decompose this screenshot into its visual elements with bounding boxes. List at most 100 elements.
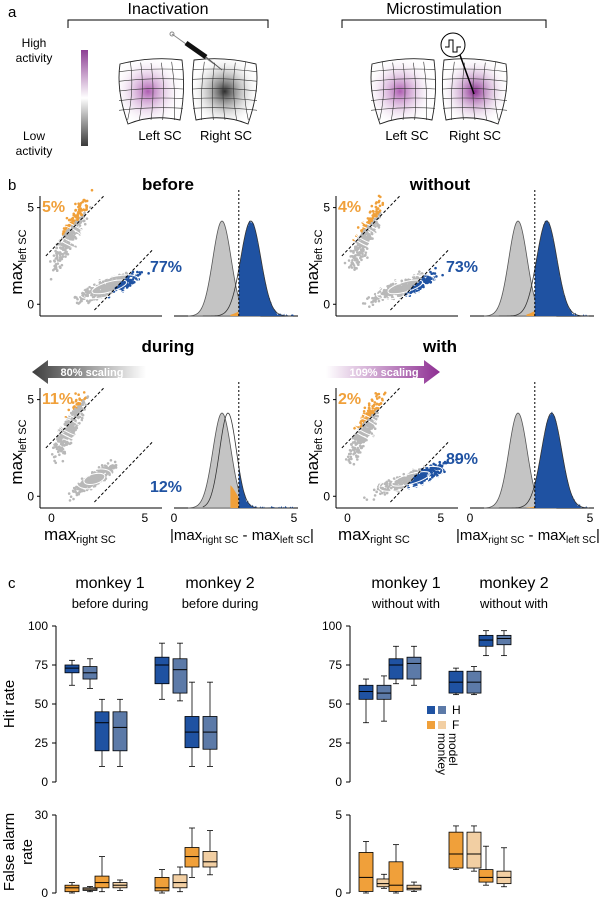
scatter-point — [430, 471, 434, 474]
scatter-point — [385, 491, 389, 495]
scatter-point — [80, 484, 84, 488]
box-iqr — [478, 869, 494, 883]
left-sc-map-inactivation — [118, 58, 185, 125]
scatter-point — [100, 285, 104, 289]
y-tick-label: 25 — [35, 736, 49, 750]
box-monkey-H-3 — [478, 630, 494, 657]
scatter-point — [103, 283, 106, 287]
scatter-point — [348, 458, 351, 461]
scatter-point — [102, 286, 106, 290]
scatter-point — [361, 252, 364, 256]
hist-signal-outline — [498, 412, 590, 509]
scatter-point — [372, 404, 376, 408]
scatter-point — [364, 253, 367, 257]
scatter-ytick-5: 5 — [27, 393, 34, 407]
scatter-point — [346, 455, 350, 459]
subplot-title-with: with — [422, 337, 457, 356]
scatter-point — [358, 431, 362, 434]
box-iqr — [112, 711, 128, 752]
scatter-point — [373, 292, 377, 296]
scatter-point — [393, 487, 397, 491]
right-sc-map-microstim-grid-h — [442, 107, 508, 111]
scatter-point — [74, 392, 77, 395]
scatter-point — [63, 452, 67, 455]
scatter-ytick-0: 0 — [27, 297, 34, 311]
scatter-point — [113, 460, 117, 464]
scatter-point — [370, 427, 374, 430]
scatter-point — [403, 480, 407, 484]
scatter-point — [355, 267, 358, 270]
scatter-ytick-0: 0 — [27, 489, 34, 503]
right-sc-label-1: Right SC — [200, 128, 252, 143]
y-tick-label: 100 — [28, 619, 48, 633]
scatter-ytick-5: 5 — [27, 201, 34, 215]
scatter-point — [366, 217, 370, 220]
right-sc-map-inactivation-grid-h — [192, 107, 258, 111]
scatter-point — [55, 257, 59, 260]
scatter-point — [355, 246, 358, 250]
inactivation-bracket — [67, 19, 269, 28]
scatter-point — [420, 272, 424, 276]
box-monkey-F-1 — [388, 844, 404, 894]
scatter-point — [378, 290, 382, 293]
scatter-point — [363, 229, 366, 232]
scatter-point — [61, 246, 65, 249]
scatter-point — [61, 248, 65, 252]
scatter-point — [384, 482, 387, 485]
box-model-H-1 — [112, 698, 128, 767]
panel-b-letter: b — [8, 177, 16, 194]
scatter-point — [75, 426, 78, 429]
left-sc-map-microstim-grid-v — [402, 62, 406, 121]
scatter-point — [82, 489, 86, 493]
panel-c: c monkey 1 before during monkey 2 before… — [1, 575, 549, 900]
y-tick-label: 30 — [35, 808, 49, 822]
scatter-point — [407, 477, 411, 480]
scatter-point — [88, 484, 92, 488]
box-monkey-H-0 — [358, 678, 374, 724]
scatter-point — [374, 300, 377, 303]
scatter-point — [72, 497, 75, 501]
scatter-point — [77, 202, 80, 205]
scatter-point — [84, 294, 88, 297]
box-model-H-0 — [376, 675, 392, 722]
scatter-point — [86, 289, 90, 293]
box-iqr — [154, 877, 170, 892]
scatter-point — [71, 218, 75, 222]
scatter-point — [381, 203, 385, 206]
right-sc-map-inactivation-grid-h — [192, 78, 258, 82]
scatter-point — [84, 208, 88, 211]
scatter-point — [366, 232, 369, 235]
scatter-point — [54, 455, 57, 458]
scatter-point — [86, 287, 89, 291]
scatter-point — [444, 461, 448, 465]
scatter-point — [51, 268, 55, 272]
stimulation-electrode-icon — [440, 32, 475, 95]
right-sc-map-microstim-grid-v — [451, 61, 455, 121]
scatter-ytick-5: 5 — [323, 201, 330, 215]
scatter-point — [87, 301, 90, 305]
scatter-point — [71, 401, 75, 404]
scatter-point — [399, 486, 402, 489]
left-sc-map-inactivation-grid-v — [150, 62, 154, 121]
scatter-point — [398, 286, 401, 290]
scatter-point — [89, 206, 92, 209]
scatter-point — [80, 416, 84, 420]
legend-h-model-swatch — [438, 706, 446, 714]
scatter-point — [58, 453, 61, 457]
group-sub-3: without with — [371, 596, 440, 611]
scatter-point — [420, 474, 424, 477]
scatter-point — [362, 245, 366, 249]
scale-low-1: Low — [23, 129, 45, 143]
scatter-point — [359, 420, 363, 423]
scatter-point — [67, 408, 71, 412]
scatter-point — [356, 455, 360, 458]
scatter-point — [103, 464, 107, 467]
box-monkey-H-3 — [184, 681, 200, 767]
scatter-point — [383, 493, 387, 496]
scatter-point — [377, 200, 380, 204]
scale-high-2: activity — [16, 51, 53, 65]
right-sc-map-microstim-grid-v — [493, 61, 499, 121]
group-sub-2: before during — [182, 596, 259, 611]
scatter-point — [52, 259, 56, 262]
scale-low-2: activity — [16, 144, 53, 158]
